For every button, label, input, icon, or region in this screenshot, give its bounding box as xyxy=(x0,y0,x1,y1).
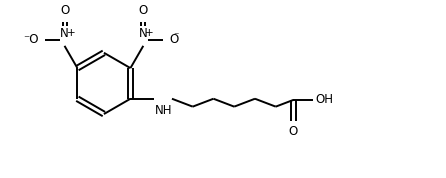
Text: N: N xyxy=(60,27,69,40)
Text: O: O xyxy=(139,4,148,17)
Text: OH: OH xyxy=(316,93,334,106)
Text: N: N xyxy=(139,27,148,40)
Text: NH: NH xyxy=(155,104,173,117)
Text: +: + xyxy=(145,28,154,38)
Text: O: O xyxy=(289,125,298,138)
Text: ⁻O: ⁻O xyxy=(23,33,38,46)
Text: ⁻: ⁻ xyxy=(173,31,179,41)
Text: O: O xyxy=(169,33,179,46)
Text: O: O xyxy=(60,4,69,17)
Text: +: + xyxy=(66,28,75,38)
